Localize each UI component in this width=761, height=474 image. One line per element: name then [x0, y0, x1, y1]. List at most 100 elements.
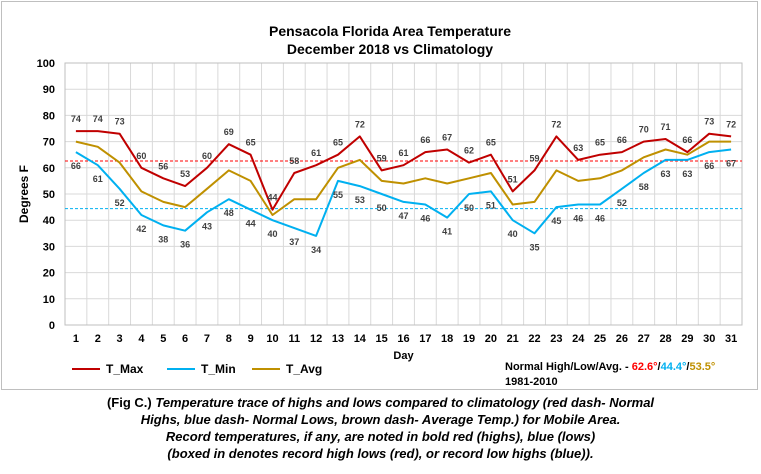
- data-label-t-min: 66: [704, 161, 714, 171]
- series-line-t-avg: [75, 140, 732, 216]
- data-label-t-max: 65: [333, 138, 343, 148]
- y-tick-label: 20: [43, 268, 55, 280]
- x-tick-label: 18: [441, 333, 453, 345]
- y-tick-label: 70: [43, 137, 55, 149]
- x-tick-label: 20: [485, 333, 497, 345]
- data-label-t-min: 37: [289, 237, 299, 247]
- y-tick-label: 100: [37, 58, 55, 70]
- x-tick-label: 3: [117, 333, 123, 345]
- data-label-t-min: 66: [71, 161, 81, 171]
- x-tick-label: 31: [725, 333, 737, 345]
- series-line-t-max: [75, 130, 732, 211]
- normals-separator: /: [658, 361, 661, 373]
- data-label-t-max: 72: [355, 119, 365, 129]
- x-tick-label: 23: [550, 333, 562, 345]
- caption-prefix: (Fig C.): [106, 395, 156, 410]
- data-label-t-max: 65: [595, 138, 605, 148]
- data-label-t-max: 73: [115, 117, 125, 127]
- y-tick-label: 10: [43, 294, 55, 306]
- data-label-t-min: 48: [224, 208, 234, 218]
- normals-separator: /: [686, 361, 689, 373]
- y-tick-label: 40: [43, 215, 55, 227]
- temperature-chart: Pensacola Florida Area Temperature Decemb…: [17, 23, 743, 388]
- x-tick-label: 10: [266, 333, 278, 345]
- data-label-t-max: 67: [442, 132, 452, 142]
- data-label-t-max: 65: [246, 138, 256, 148]
- normal-low-value: 44.4°: [661, 361, 687, 373]
- data-label-t-max: 60: [202, 151, 212, 161]
- normals-annotation: Normal High/Low/Avg. - 62.6°/44.4°/53.5°: [505, 361, 715, 373]
- data-label-t-min: 46: [420, 213, 430, 223]
- x-tick-label: 7: [204, 333, 210, 345]
- data-label-t-max: 74: [93, 114, 103, 124]
- x-tick-label: 15: [376, 333, 388, 345]
- data-label-t-max: 70: [639, 125, 649, 135]
- data-label-t-min: 51: [486, 200, 496, 210]
- data-label-t-min: 53: [355, 195, 365, 205]
- y-tick-label: 30: [43, 241, 55, 253]
- x-tick-label: 25: [594, 333, 606, 345]
- x-tick-label: 2: [95, 333, 101, 345]
- data-label-t-max: 69: [224, 127, 234, 137]
- data-label-t-min: 45: [551, 216, 561, 226]
- y-tick-label: 80: [43, 110, 55, 122]
- data-label-t-min: 63: [661, 169, 671, 179]
- data-label-t-max: 53: [180, 169, 190, 179]
- x-tick-label: 27: [638, 333, 650, 345]
- x-tick-label: 19: [463, 333, 475, 345]
- data-label-t-max: 71: [661, 122, 671, 132]
- chart-title: Pensacola Florida Area Temperature: [269, 23, 511, 39]
- legend-entry: T_Min: [201, 362, 236, 376]
- x-tick-label: 26: [616, 333, 628, 345]
- data-label-t-max: 51: [508, 174, 518, 184]
- data-label-t-max: 44: [267, 193, 277, 203]
- x-tick-label: 24: [572, 333, 585, 345]
- caption-line-2: Highs, blue dash- Normal Lows, brown das…: [140, 412, 621, 427]
- data-label-t-min: 50: [377, 203, 387, 213]
- data-label-t-min: 52: [115, 198, 125, 208]
- x-tick-label: 28: [659, 333, 671, 345]
- plot-area: [64, 62, 743, 326]
- data-label-t-max: 66: [617, 135, 627, 145]
- data-label-t-min: 47: [398, 211, 408, 221]
- x-tick-label: 30: [703, 333, 715, 345]
- data-label-t-min: 36: [180, 240, 190, 250]
- data-label-t-min: 50: [464, 203, 474, 213]
- data-label-t-min: 40: [508, 229, 518, 239]
- y-tick-label: 50: [43, 189, 55, 201]
- data-label-t-max: 66: [682, 135, 692, 145]
- x-tick-label: 6: [182, 333, 188, 345]
- x-tick-label: 1: [73, 333, 79, 345]
- x-tick-label: 9: [248, 333, 254, 345]
- data-label-t-min: 46: [573, 213, 583, 223]
- data-label-t-min: 43: [202, 221, 212, 231]
- x-tick-label: 29: [681, 333, 693, 345]
- data-label-t-max: 73: [704, 117, 714, 127]
- data-label-t-min: 40: [267, 229, 277, 239]
- data-label-t-min: 38: [158, 234, 168, 244]
- data-label-t-max: 65: [486, 138, 496, 148]
- x-tick-label: 21: [507, 333, 519, 345]
- y-axis-label: Degrees F: [17, 165, 31, 223]
- caption-line-4: (boxed in denotes record high lows (red)…: [167, 446, 594, 461]
- data-label-t-max: 63: [573, 143, 583, 153]
- x-tick-label: 14: [354, 333, 367, 345]
- x-axis-label: Day: [393, 350, 414, 362]
- x-tick-label: 12: [310, 333, 322, 345]
- normals-label: Normal High/Low/Avg. -: [505, 361, 632, 373]
- x-tick-label: 22: [528, 333, 540, 345]
- caption-line-1: (Fig C.) Temperature trace of highs and …: [106, 395, 655, 410]
- data-label-t-min: 42: [136, 224, 146, 234]
- data-label-t-min: 55: [333, 190, 343, 200]
- x-tick-label: 11: [288, 333, 300, 345]
- legend-entry: T_Max: [106, 362, 144, 376]
- series-line-t-min: [75, 148, 732, 237]
- data-label-t-min: 58: [639, 182, 649, 192]
- data-label-t-min: 34: [311, 245, 321, 255]
- normal-avg-value: 53.5°: [689, 361, 715, 373]
- data-label-t-max: 72: [551, 119, 561, 129]
- data-label-t-min: 52: [617, 198, 627, 208]
- legend-entry: T_Avg: [286, 362, 322, 376]
- data-label-t-min: 67: [726, 158, 736, 168]
- data-label-t-max: 60: [136, 151, 146, 161]
